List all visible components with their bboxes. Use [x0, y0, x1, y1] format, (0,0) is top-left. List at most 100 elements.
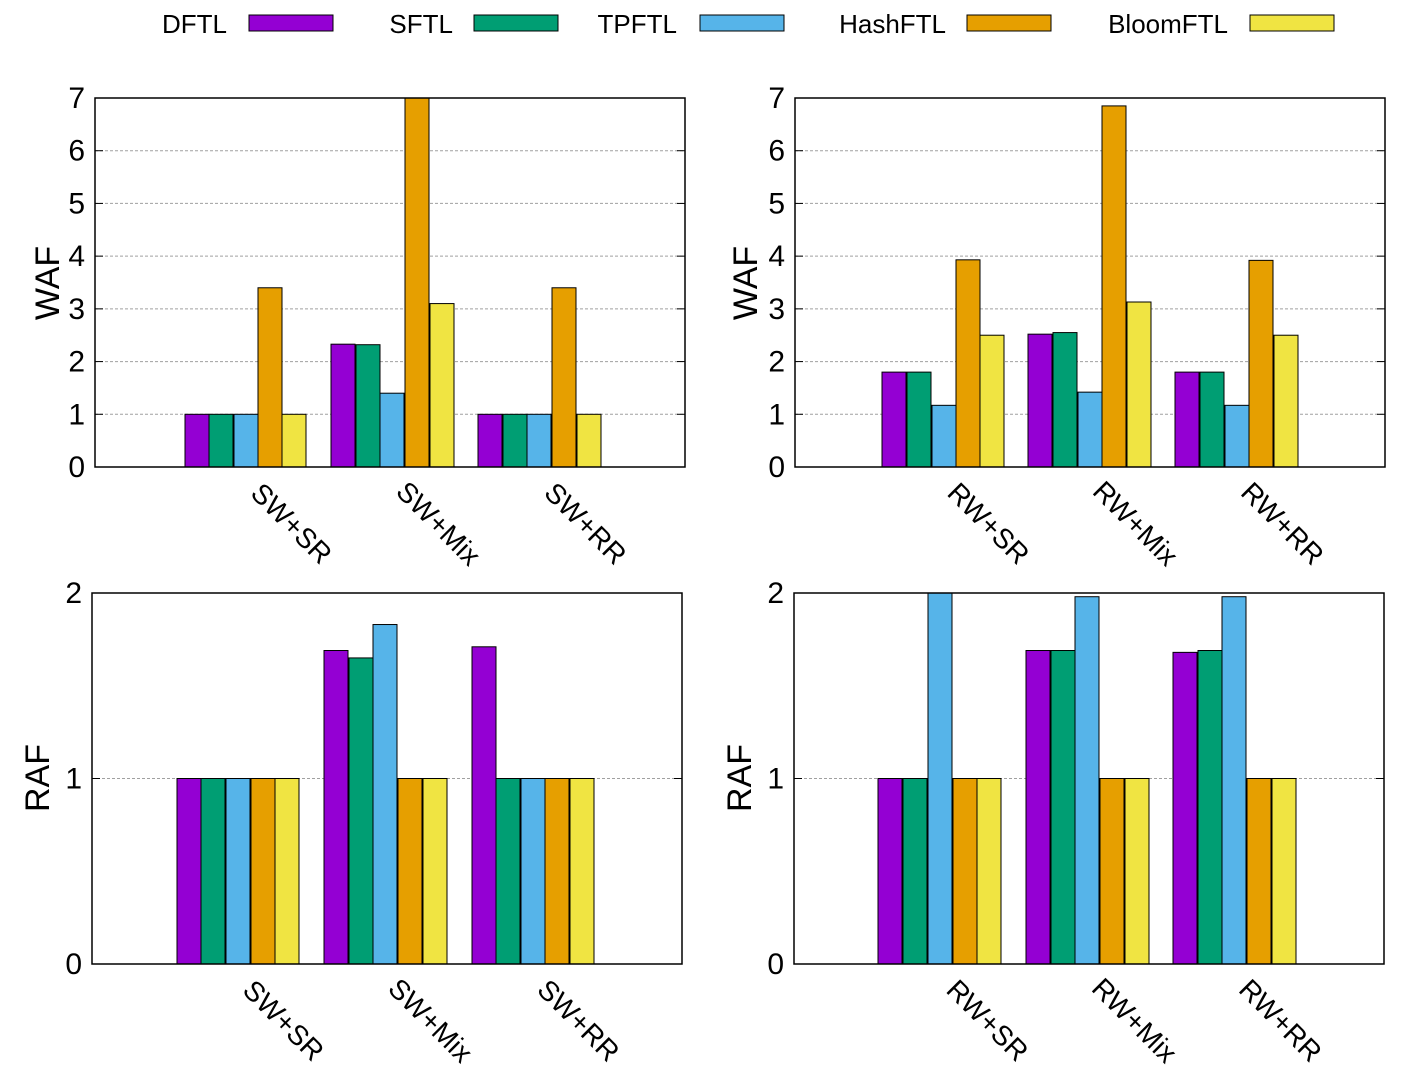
bar-dftl-rw-rr — [1174, 371, 1200, 468]
legend-label-dftl: DFTL — [162, 9, 227, 39]
bar-sftl-rw-mix — [1050, 650, 1076, 965]
bar-hashftl-rw-rr — [1248, 259, 1274, 468]
x-category-label: RW+SR — [941, 974, 1035, 1068]
bar-tpftl-rw-mix — [1074, 596, 1100, 965]
bar-bloomftl-sw-rr — [569, 778, 595, 965]
y-tick-label: 1 — [68, 398, 85, 431]
chart-panel-1: 0 1 2 3 4 5 6 7 SW+SR SW+Mix SW+RR WAF — [29, 82, 686, 572]
bar-sftl-sw-rr — [495, 778, 521, 965]
bar-bloomftl-rw-rr — [1273, 334, 1299, 468]
bar-hashftl-rw-mix — [1101, 105, 1127, 468]
x-category-label: RW+RR — [1235, 476, 1330, 571]
legend-swatch-bloomftl — [1249, 14, 1335, 32]
bar-bloomftl-rw-mix — [1126, 301, 1152, 468]
bar-dftl-rw-mix — [1027, 333, 1053, 468]
bar-tpftl-sw-mix — [379, 392, 405, 468]
bar-bloomftl-rw-sr — [976, 778, 1002, 965]
x-category-label: SW+Mix — [382, 972, 478, 1068]
bar-hashftl-sw-mix — [397, 778, 423, 965]
legend-label-bloomftl: BloomFTL — [1108, 9, 1228, 39]
bar-tpftl-sw-rr — [526, 413, 552, 468]
bar-hashftl-rw-sr — [955, 259, 981, 468]
bar-bloomftl-rw-mix — [1124, 778, 1150, 965]
bar-hashftl-rw-rr — [1246, 778, 1272, 965]
bar-tpftl-rw-rr — [1221, 596, 1247, 965]
y-tick-label: 2 — [768, 346, 785, 379]
bar-hashftl-rw-sr — [952, 778, 978, 965]
y-tick-label: 6 — [768, 135, 785, 168]
y-tick-label: 2 — [68, 346, 85, 379]
y-axis-title: RAF — [721, 744, 759, 812]
y-tick-label: 5 — [68, 187, 85, 220]
legend-label-tpftl: TPFTL — [598, 9, 677, 39]
bar-bloomftl-rw-rr — [1271, 778, 1297, 965]
legend-label-hashftl: HashFTL — [839, 9, 946, 39]
bar-bloomftl-sw-sr — [274, 778, 300, 965]
y-tick-label: 4 — [68, 240, 85, 273]
bar-tpftl-rw-mix — [1077, 391, 1103, 468]
bar-sftl-sw-mix — [355, 344, 381, 468]
y-tick-label: 7 — [768, 82, 785, 115]
bar-dftl-sw-rr — [471, 646, 497, 965]
y-tick-label: 2 — [767, 577, 784, 610]
chart-panels: 0 1 2 3 4 5 6 7 SW+SR SW+Mix SW+RR WAF 0 1 2 3 4 5 6 7 RW+SR… — [19, 82, 1386, 1069]
bar-dftl-rw-sr — [877, 778, 903, 965]
y-tick-label: 4 — [768, 240, 785, 273]
x-category-label: RW+RR — [1233, 973, 1328, 1068]
bar-tpftl-rw-sr — [931, 404, 957, 468]
y-axis-title: WAF — [29, 246, 67, 320]
bar-dftl-sw-mix — [330, 343, 356, 468]
bar-dftl-rw-rr — [1172, 651, 1198, 965]
bar-tpftl-rw-sr — [927, 592, 953, 965]
bar-sftl-rw-mix — [1052, 332, 1078, 468]
bar-hashftl-sw-sr — [250, 778, 276, 965]
bar-dftl-rw-sr — [881, 371, 907, 468]
bar-hashftl-sw-sr — [257, 287, 283, 468]
legend-swatch-tpftl — [699, 14, 785, 32]
bar-tpftl-sw-sr — [233, 413, 259, 468]
x-category-label: RW+SR — [942, 477, 1036, 571]
bar-hashftl-rw-mix — [1099, 778, 1125, 965]
y-tick-label: 0 — [65, 948, 82, 981]
bar-tpftl-sw-mix — [372, 624, 398, 965]
x-category-label: SW+RR — [539, 477, 633, 571]
bar-bloomftl-sw-rr — [576, 413, 602, 468]
bar-sftl-sw-mix — [348, 657, 374, 965]
bar-hashftl-sw-mix — [404, 97, 430, 468]
chart-panel-4: 0 1 2 RW+SR RW+Mix RW+RR RAF — [721, 577, 1385, 1069]
x-category-label: SW+Mix — [390, 475, 486, 571]
plot-frame — [793, 592, 1385, 965]
bar-sftl-rw-rr — [1199, 371, 1225, 468]
legend-label-sftl: SFTL — [389, 9, 453, 39]
bar-dftl-sw-sr — [176, 778, 202, 965]
y-axis-title: RAF — [19, 744, 57, 812]
plot-frame — [794, 97, 1386, 468]
y-tick-label: 3 — [768, 293, 785, 326]
y-tick-label: 2 — [65, 577, 82, 610]
legend-swatch-sftl — [473, 14, 559, 32]
y-tick-label: 5 — [768, 187, 785, 220]
y-tick-label: 1 — [767, 763, 784, 796]
x-category-label: SW+RR — [532, 974, 626, 1068]
plot-frame — [94, 97, 686, 468]
plot-frame — [91, 592, 683, 965]
y-tick-label: 0 — [68, 451, 85, 484]
bar-bloomftl-rw-sr — [979, 334, 1005, 468]
chart-panel-2: 0 1 2 3 4 5 6 7 RW+SR RW+Mix RW+RR WAF — [727, 82, 1386, 572]
bar-dftl-sw-rr — [477, 413, 503, 468]
y-tick-label: 3 — [68, 293, 85, 326]
x-category-label: RW+Mix — [1086, 972, 1183, 1069]
x-category-label: RW+Mix — [1087, 475, 1184, 572]
bar-tpftl-rw-rr — [1224, 404, 1250, 468]
bar-bloomftl-sw-sr — [281, 413, 307, 468]
bar-dftl-sw-mix — [323, 650, 349, 965]
bar-sftl-sw-sr — [208, 413, 234, 468]
bar-bloomftl-sw-mix — [422, 778, 448, 965]
bar-sftl-rw-rr — [1197, 650, 1223, 965]
bar-tpftl-sw-rr — [520, 778, 546, 965]
y-tick-label: 6 — [68, 135, 85, 168]
x-category-label: SW+SR — [237, 974, 330, 1067]
legend-swatch-dftl — [248, 14, 334, 32]
bar-hashftl-sw-rr — [544, 778, 570, 965]
